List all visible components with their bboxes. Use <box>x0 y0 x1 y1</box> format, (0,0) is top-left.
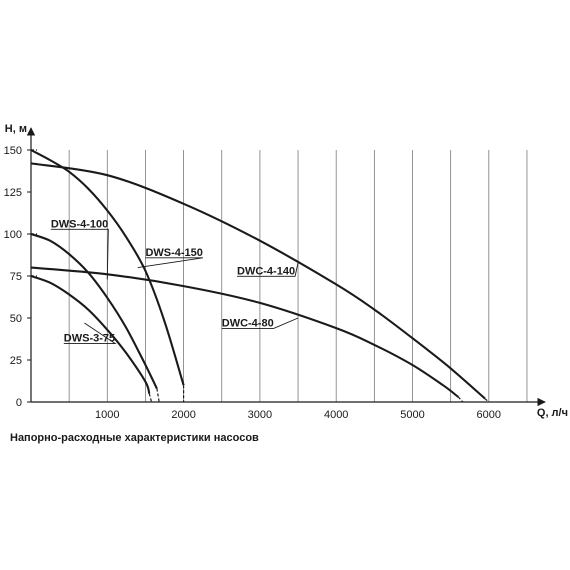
curve-dws-3-75 <box>30 275 151 394</box>
axes <box>26 127 546 407</box>
x-axis-label: Q, л/ч <box>537 407 568 419</box>
x-tick-label-4000: 4000 <box>324 409 348 420</box>
y-tick-label-50: 50 <box>10 313 22 325</box>
y-axis-label: H, м <box>5 123 27 135</box>
label-dws-4-100: DWS-4-100 <box>51 218 108 230</box>
pump-performance-chart: 0 25 50 75 100 125 150 1000 2000 3000 4000 5000 6000… <box>4 123 568 420</box>
x-tick-label-3000: 3000 <box>248 409 272 420</box>
pump-curves <box>30 149 490 403</box>
leader-dwc-4-80 <box>221 317 299 329</box>
y-tick-label-25: 25 <box>10 355 22 367</box>
leader-dws-3-75 <box>63 322 117 344</box>
curve-end-dash-dws-3-75 <box>148 393 153 403</box>
curve-dws-4-100 <box>30 233 158 390</box>
curve-labels: DWS-4-100 DWS-4-150 DWS-3-75 DWC-4-140 DWC-4… <box>50 218 299 345</box>
tick-labels: 0 25 50 75 100 125 150 1000 2000 3000 4000 5000 6000 <box>4 145 501 420</box>
y-tick-label-100: 100 <box>4 229 22 241</box>
label-dwc-4-80: DWC-4-80 <box>222 317 274 329</box>
x-tick-label-5000: 5000 <box>400 409 424 420</box>
y-tick-label-0: 0 <box>16 397 22 409</box>
chart-caption: Напорно-расходные характеристики насосов <box>10 432 259 444</box>
curve-end-dash-dwc-4-140 <box>484 398 490 403</box>
leader-dws-4-150 <box>137 257 203 269</box>
label-dws-4-150: DWS-4-150 <box>145 247 202 259</box>
x-tick-label-6000: 6000 <box>477 409 501 420</box>
label-dwc-4-140: DWC-4-140 <box>237 265 295 277</box>
curve-dws-4-150 <box>30 149 185 386</box>
label-dws-3-75: DWS-3-75 <box>64 333 115 345</box>
curve-dwc-4-80 <box>30 266 459 398</box>
x-tick-label-1000: 1000 <box>95 409 119 420</box>
x-tick-label-2000: 2000 <box>171 409 195 420</box>
grid-lines <box>68 150 528 402</box>
curve-end-dash-dwc-4-80 <box>457 396 464 403</box>
curve-dwc-4-140 <box>30 162 486 400</box>
leader-dwc-4-140 <box>237 262 299 277</box>
curve-end-dash-dws-4-100 <box>156 388 160 403</box>
y-tick-label-125: 125 <box>4 187 22 199</box>
y-tick-label-75: 75 <box>10 271 22 283</box>
y-tick-label-150: 150 <box>4 145 22 157</box>
leader-dws-4-100 <box>50 228 109 280</box>
